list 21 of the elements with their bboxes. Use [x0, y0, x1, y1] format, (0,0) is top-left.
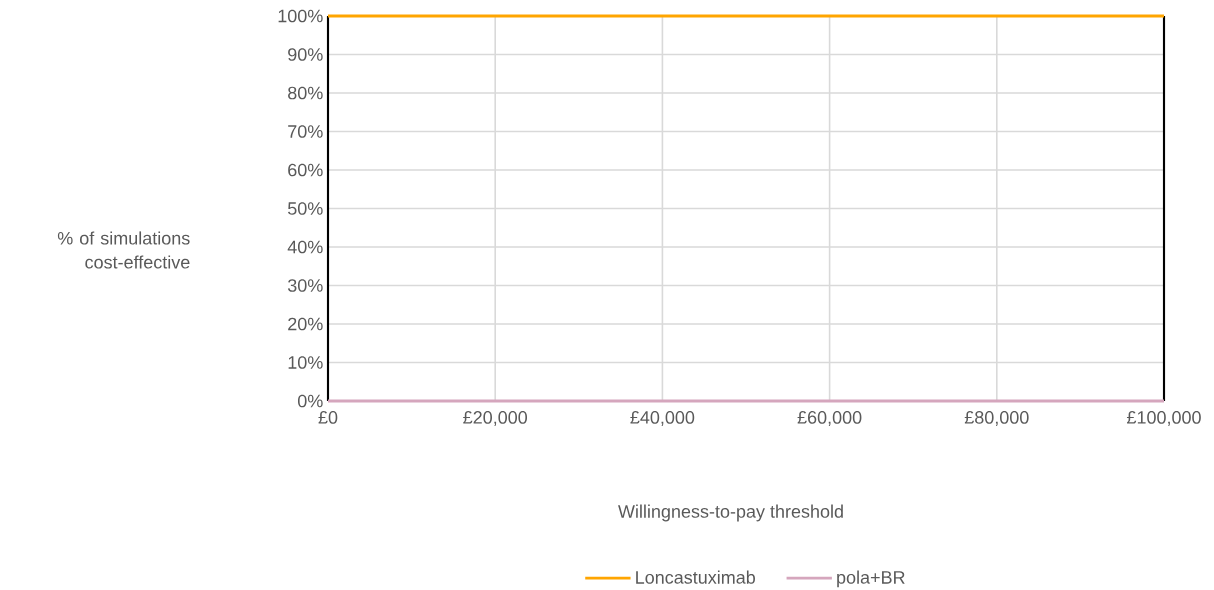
y-axis-title: % of simulations cost-effective: [57, 231, 190, 269]
x-tick-label: £0: [318, 411, 338, 424]
legend-label: pola+BR: [837, 570, 905, 588]
y-tick-label: 30%: [287, 279, 323, 292]
x-tick-label: £80,000: [964, 411, 1029, 426]
x-tick-label: £60,000: [797, 411, 862, 426]
y-tick-label: 70%: [288, 125, 323, 138]
x-tick-label: £20,000: [463, 411, 528, 426]
y-tick-label: 80%: [288, 86, 323, 100]
y-tick-label: 40%: [287, 240, 323, 254]
x-tick-label: £100,000: [1126, 411, 1201, 426]
y-tick-label: 60%: [288, 163, 323, 177]
y-tick-label: 100%: [278, 9, 323, 23]
y-tick-label: 20%: [288, 317, 323, 331]
y-tick-label: 90%: [288, 48, 323, 61]
y-tick-label: 0%: [297, 394, 323, 408]
y-tick-label: 10%: [288, 356, 323, 369]
x-axis-title: Willingness-to-pay threshold: [618, 504, 843, 522]
legend-label: Loncastuximab: [636, 570, 755, 584]
x-tick-label: £40,000: [630, 411, 695, 426]
y-tick-label: 50%: [287, 202, 323, 215]
